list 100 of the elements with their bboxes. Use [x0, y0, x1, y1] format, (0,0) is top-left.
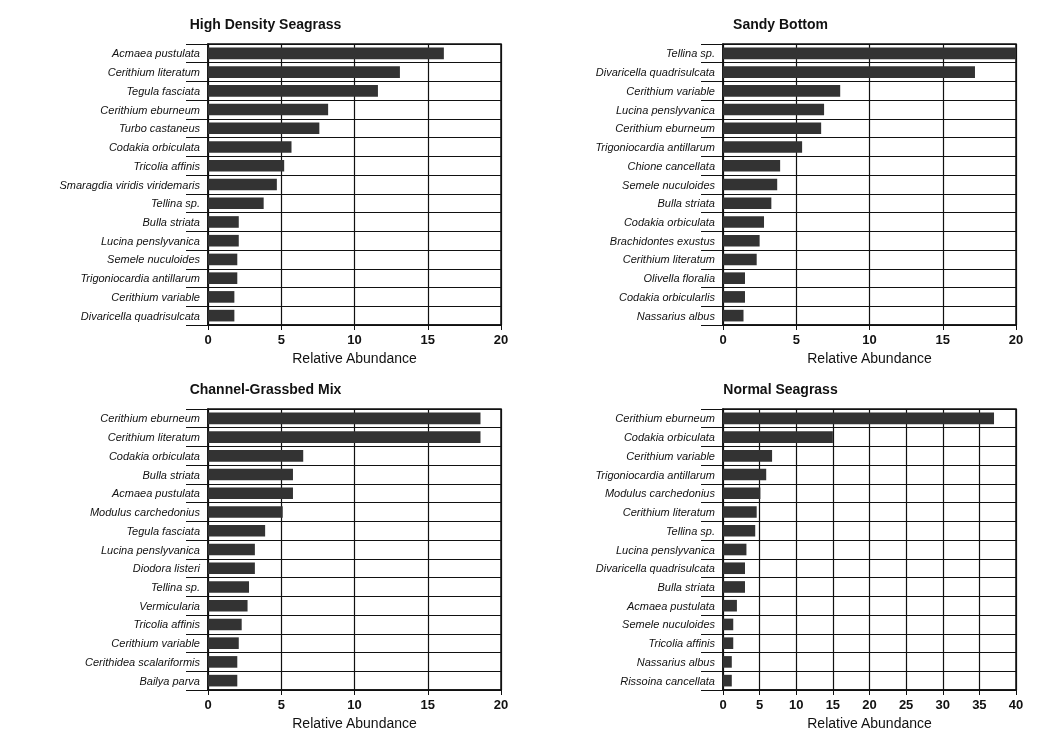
bar [208, 103, 329, 116]
y-tick-label: Bulla striata [657, 580, 715, 593]
y-tick-label: Bulla striata [142, 468, 200, 481]
x-tick-label: 15 [825, 697, 841, 712]
y-tick-label: Modulus carchedonius [89, 506, 201, 519]
bar [208, 562, 255, 575]
x-axis-title: Relative Abundance [292, 715, 417, 731]
y-tick-label: Smaragdia viridis viridemaris [59, 178, 201, 191]
y-tick-label: Tegula fasciata [126, 84, 200, 97]
bar [208, 618, 242, 631]
chart-title: Sandy Bottom [733, 16, 828, 32]
x-tick-label: 30 [935, 697, 950, 712]
bar [723, 178, 778, 191]
y-tick-label: Tellina sp. [150, 580, 200, 593]
y-tick-label: Semele nuculoides [622, 618, 716, 631]
y-tick-label: Trigoniocardia antillarum [595, 141, 715, 154]
y-tick-label: Acmaea pustulata [110, 487, 200, 500]
bar [723, 674, 732, 687]
bar [723, 103, 825, 116]
x-tick-label: 0 [204, 697, 212, 712]
x-tick-label: 5 [792, 332, 800, 347]
y-tick-label: Codakia orbicularlis [619, 290, 716, 303]
x-tick-label: 20 [862, 697, 877, 712]
bar [723, 450, 773, 462]
bar [723, 506, 757, 518]
bar [723, 412, 995, 425]
chart-title: High Density Seagrass [189, 16, 342, 32]
y-tick-label: Divaricella quadrisulcata [80, 309, 200, 322]
bar [723, 468, 767, 481]
bar [723, 291, 745, 303]
bar [723, 431, 833, 443]
y-tick-label: Cerithium eburneum [100, 103, 200, 116]
bar [723, 216, 765, 228]
y-tick-label: Cerithium eburneum [615, 412, 715, 425]
y-tick-label: Cerithium eburneum [100, 412, 200, 425]
bar [208, 468, 293, 481]
bar [723, 122, 822, 135]
x-axis-title: Relative Abundance [292, 350, 417, 366]
x-tick-label: 20 [493, 697, 509, 712]
y-tick-label: Lucina penslyvanica [100, 543, 200, 556]
y-tick-label: Modulus carchedonius [604, 487, 716, 500]
y-tick-label: Semele nuculoides [622, 178, 716, 191]
bar [208, 159, 285, 172]
bar [208, 524, 266, 537]
y-tick-label: Semele nuculoides [107, 253, 201, 266]
y-tick-label: Codakia orbiculata [623, 431, 715, 444]
x-tick-label: 10 [347, 332, 362, 347]
bar [208, 599, 248, 612]
bar [208, 656, 238, 668]
y-tick-label: Nassarius albus [636, 309, 716, 322]
x-tick-label: 35 [972, 697, 987, 712]
y-tick-label: Tricolia affinis [133, 618, 201, 631]
x-tick-label: 10 [862, 332, 877, 347]
y-tick-label: Cerithidea scalariformis [85, 655, 201, 668]
y-tick-label: Codakia orbiculata [623, 215, 715, 228]
x-tick-label: 15 [420, 697, 435, 712]
y-tick-label: Cerithium literatum [622, 506, 715, 519]
bar [208, 66, 400, 78]
y-tick-label: Acmaea pustulata [110, 47, 200, 60]
x-tick-label: 20 [493, 332, 509, 347]
y-tick-label: Cerithium literatum [622, 253, 715, 266]
bar [723, 159, 781, 172]
x-tick-label: 15 [935, 332, 950, 347]
y-tick-label: Bulla striata [657, 197, 715, 210]
bar [208, 197, 264, 210]
bar [208, 216, 239, 228]
bar [208, 309, 235, 322]
y-tick-label: Diodora listeri [132, 562, 201, 575]
y-tick-label: Cerithium variable [111, 290, 200, 303]
x-tick-label: 5 [277, 697, 285, 712]
y-tick-label: Vermicularia [139, 599, 200, 612]
x-tick-label: 25 [898, 697, 914, 712]
bar [723, 637, 734, 649]
bar [208, 412, 481, 425]
x-tick-label: 15 [420, 332, 435, 347]
bar [208, 234, 239, 247]
y-tick-label: Cerithium eburneum [615, 122, 715, 135]
y-tick-label: Acmaea pustulata [625, 599, 715, 612]
bar [208, 581, 250, 593]
bar [723, 524, 756, 537]
y-tick-label: Cerithium variable [626, 84, 715, 97]
y-tick-label: Bailya parva [139, 674, 200, 687]
x-tick-label: 0 [719, 697, 727, 712]
y-tick-label: Brachidontes exustus [609, 234, 716, 247]
bar [723, 272, 745, 284]
y-tick-label: Divaricella quadrisulcata [595, 562, 715, 575]
bar [208, 85, 378, 97]
x-axis-title: Relative Abundance [807, 715, 932, 731]
bar [208, 506, 283, 518]
y-tick-label: Cerithium literatum [107, 66, 200, 79]
bar [723, 656, 732, 668]
bar [208, 674, 238, 687]
bar [723, 253, 757, 266]
bar [723, 234, 760, 247]
chart-title: Channel-Grassbed Mix [189, 381, 342, 397]
y-tick-label: Lucina penslyvanica [615, 103, 715, 116]
bar [208, 487, 293, 500]
x-tick-label: 0 [204, 332, 212, 347]
y-tick-label: Lucina penslyvanica [100, 234, 200, 247]
bar [208, 122, 320, 135]
